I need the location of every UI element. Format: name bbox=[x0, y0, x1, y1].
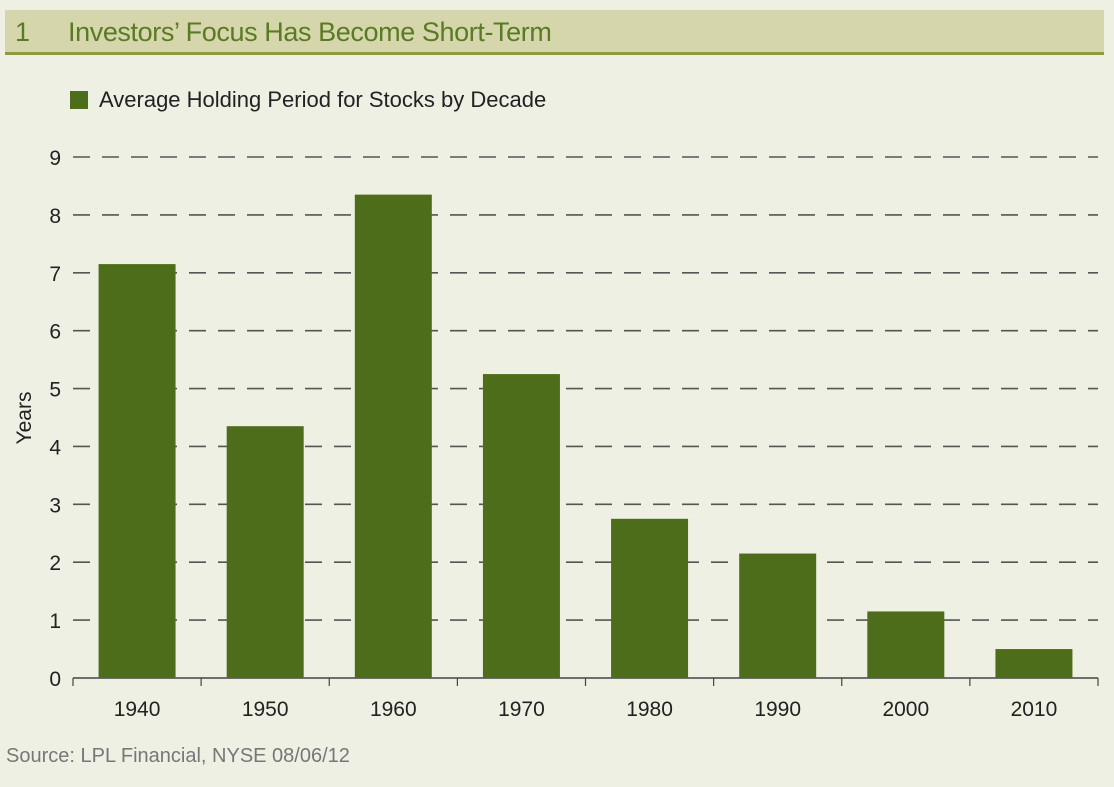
legend-swatch bbox=[70, 91, 88, 109]
chart-header: 1 Investors’ Focus Has Become Short-Term bbox=[5, 10, 1104, 55]
bar bbox=[611, 518, 689, 678]
bar bbox=[98, 264, 176, 678]
figure-number: 1 bbox=[15, 17, 31, 47]
y-tick-label: 5 bbox=[49, 379, 61, 402]
x-tick-label: 1970 bbox=[498, 698, 545, 721]
bar bbox=[354, 194, 432, 678]
x-tick-label: 2000 bbox=[882, 698, 929, 721]
y-tick-label: 3 bbox=[49, 494, 61, 517]
bar bbox=[739, 553, 817, 678]
x-tick-label: 1960 bbox=[370, 698, 417, 721]
chart-title: Investors’ Focus Has Become Short-Term bbox=[68, 17, 552, 47]
x-tick-label: 2010 bbox=[1011, 698, 1058, 721]
x-tick-label: 1990 bbox=[754, 698, 801, 721]
y-tick-label: 7 bbox=[49, 263, 61, 286]
y-tick-label: 8 bbox=[49, 205, 61, 228]
y-tick-label: 4 bbox=[49, 436, 61, 459]
bar bbox=[995, 649, 1073, 678]
bar bbox=[226, 426, 304, 678]
y-tick-label: 1 bbox=[49, 610, 61, 633]
y-tick-label: 0 bbox=[49, 668, 61, 691]
x-tick-label: 1950 bbox=[242, 698, 289, 721]
y-tick-label: 6 bbox=[49, 321, 61, 344]
x-tick-label: 1940 bbox=[114, 698, 161, 721]
legend-label: Average Holding Period for Stocks by Dec… bbox=[99, 87, 547, 112]
y-tick-label: 9 bbox=[49, 147, 61, 170]
source-note: Source: LPL Financial, NYSE 08/06/12 bbox=[6, 745, 350, 767]
x-tick-label: 1980 bbox=[626, 698, 673, 721]
bar bbox=[482, 374, 560, 678]
legend: Average Holding Period for Stocks by Dec… bbox=[70, 86, 546, 114]
bar bbox=[867, 611, 945, 678]
y-tick-label: 2 bbox=[49, 552, 61, 575]
